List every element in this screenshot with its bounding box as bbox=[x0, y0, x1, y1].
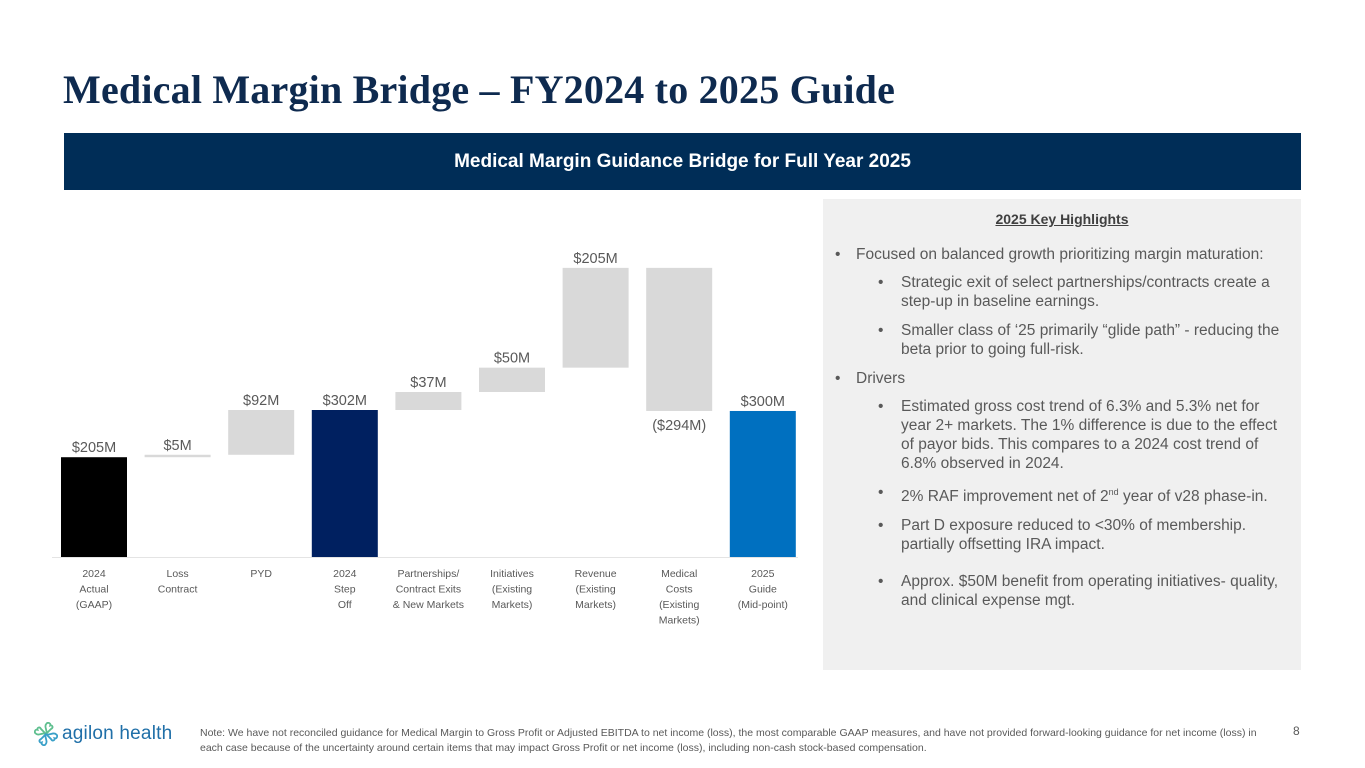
category-label-line: (Existing bbox=[575, 584, 615, 596]
bar-value-label: $92M bbox=[243, 393, 279, 409]
category-label-line: (Existing bbox=[659, 599, 699, 611]
bullet-icon: • bbox=[878, 322, 884, 339]
category-label-line: Partnerships/ bbox=[397, 568, 459, 580]
highlight-item: • Focused on balanced growth prioritizing… bbox=[835, 246, 1264, 263]
bar-value-label: $5M bbox=[163, 438, 191, 454]
bar-value-label: $205M bbox=[72, 440, 116, 456]
banner-title: Medical Margin Guidance Bridge for Full … bbox=[454, 150, 911, 172]
category-label-line: Markets) bbox=[492, 599, 533, 611]
category-label-line: 2024 bbox=[333, 568, 357, 580]
category-label-line: Loss bbox=[167, 568, 189, 580]
bar-1 bbox=[144, 454, 211, 458]
highlight-subitem: • Estimated gross cost trend of 6.3% and … bbox=[878, 398, 1278, 472]
page-number: 8 bbox=[1293, 724, 1300, 738]
category-label: 2024 Actual (GAAP) bbox=[76, 568, 112, 611]
bar-value-label: $300M bbox=[741, 394, 785, 410]
category-label-line: Revenue bbox=[575, 568, 617, 580]
bar-value-label: ($294M) bbox=[652, 418, 706, 434]
category-label-line: (Mid-point) bbox=[738, 599, 788, 611]
bar-value-label: $50M bbox=[494, 351, 530, 367]
highlights-heading: 2025 Key Highlights bbox=[995, 211, 1129, 227]
bullet-icon: • bbox=[878, 484, 884, 501]
waterfall-chart-svg: $205M 2024 Actual (GAAP) $5M Loss Contract $92M… bbox=[52, 251, 798, 627]
category-label: 2024 Step Off bbox=[333, 568, 357, 611]
chart-banner: Medical Margin Guidance Bridge for Full … bbox=[64, 133, 1301, 190]
category-label: Partnerships/Contract Exits & New Markets bbox=[393, 568, 464, 611]
highlight-subitem: • Smaller class of ‘25 primarily “glide p… bbox=[878, 322, 1280, 358]
bullet-icon: • bbox=[835, 370, 841, 387]
bar-value-label: $37M bbox=[410, 375, 446, 391]
bar-5 bbox=[479, 367, 545, 392]
category-label-line: Markets) bbox=[575, 599, 616, 611]
category-label: Loss Contract bbox=[158, 568, 198, 596]
category-label: Revenue (Existing Markets) bbox=[575, 568, 617, 611]
bullet-icon: • bbox=[835, 246, 841, 263]
category-label-line: Contract bbox=[158, 584, 198, 596]
company-logo: agilon health bbox=[34, 722, 172, 746]
bullet-icon: • bbox=[878, 398, 884, 415]
bar-7 bbox=[646, 267, 713, 411]
category-label-line: PYD bbox=[250, 568, 272, 580]
category-label-line: Costs bbox=[666, 584, 693, 596]
bar-0 bbox=[61, 457, 127, 557]
bullet-icon: • bbox=[878, 274, 884, 291]
category-label-line: & New Markets bbox=[393, 599, 464, 611]
slide-title: Medical Margin Bridge – FY2024 to 2025 G… bbox=[63, 67, 896, 112]
footnote: Note: We have not reconciled guidance fo… bbox=[200, 727, 1257, 754]
bullet-icon: • bbox=[878, 517, 884, 535]
highlight-subitem: • Strategic exit of select partnerships/c… bbox=[878, 274, 1270, 310]
category-label-line: Guide bbox=[749, 584, 777, 596]
category-label-line: Actual bbox=[79, 584, 108, 596]
highlight-item: • Drivers bbox=[835, 370, 906, 387]
category-label: PYD bbox=[250, 568, 272, 580]
bar-3 bbox=[311, 410, 378, 557]
category-label-line: Medical bbox=[661, 568, 697, 580]
category-label-line: (Existing bbox=[492, 584, 532, 596]
waterfall-chart: $205M 2024 Actual (GAAP) $5M Loss Contract $92M… bbox=[40, 200, 820, 640]
bar-6 bbox=[562, 267, 629, 368]
heart-cluster-icon bbox=[34, 722, 58, 746]
category-label: 2025 Guide (Mid-point) bbox=[738, 568, 788, 611]
highlights-list: • Focused on balanced growth prioritizing… bbox=[823, 245, 1301, 620]
highlights-panel: 2025 Key Highlights • Focused on balanced… bbox=[823, 199, 1301, 670]
category-label-line: 2024 bbox=[82, 568, 106, 580]
category-label-line: Step bbox=[334, 584, 356, 596]
bar-value-label: $205M bbox=[573, 251, 617, 267]
logo-text: agilon health bbox=[62, 723, 173, 744]
highlight-subitem: • 2% RAF improvement net of 2nd year of v… bbox=[878, 484, 1268, 506]
category-label-line: Contract Exits bbox=[396, 584, 461, 596]
bar-4 bbox=[395, 391, 462, 410]
category-label-line: Markets) bbox=[659, 615, 700, 627]
bullet-icon: • bbox=[878, 573, 884, 591]
bar-2 bbox=[228, 410, 295, 455]
bar-8 bbox=[729, 410, 796, 557]
category-label-line: Initiatives bbox=[490, 568, 534, 580]
category-label: Medical Costs (Existing Markets) bbox=[659, 568, 700, 627]
category-label-line: Off bbox=[338, 599, 352, 611]
highlight-subitem: • Part D exposure reduced to <30% of memb… bbox=[878, 517, 1247, 554]
category-label: Initiatives (Existing Markets) bbox=[490, 568, 534, 611]
category-label-line: (GAAP) bbox=[76, 599, 112, 611]
highlight-subitem: • Approx. $50M benefit from operating ini… bbox=[878, 573, 1279, 610]
bar-value-label: $302M bbox=[323, 393, 367, 409]
category-label-line: 2025 bbox=[751, 568, 775, 580]
